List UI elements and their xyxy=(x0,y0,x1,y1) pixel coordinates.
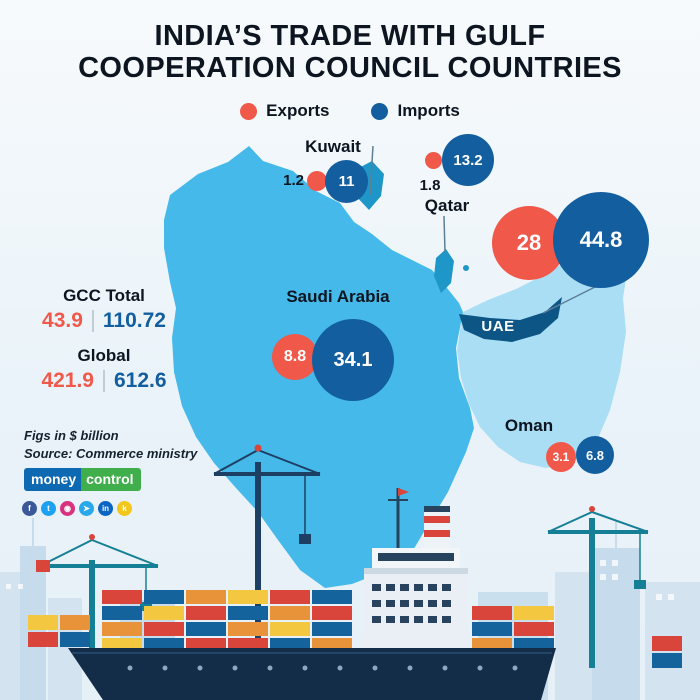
kuwait-imports-bubble: 11 xyxy=(325,160,368,203)
page-title-line1: INDIA’S TRADE WITH GULF xyxy=(154,20,546,52)
social-icons: f t ◉ ➤ in k xyxy=(22,501,132,516)
global-values: 421.9 612.6 xyxy=(15,369,193,393)
gcc-exports-value: 43.9 xyxy=(42,309,83,332)
divider xyxy=(91,310,94,332)
figs-note: Figs in $ billion xyxy=(24,428,119,443)
gcc-total-block: GCC Total 43.9 110.72 xyxy=(15,286,193,333)
global-label: Global xyxy=(77,346,131,365)
instagram-icon[interactable]: ◉ xyxy=(60,501,75,516)
page-title: INDIA’S TRADE WITH GULF COOPERATION COUN… xyxy=(0,20,700,85)
telegram-icon[interactable]: ➤ xyxy=(79,501,94,516)
oman-exports-bubble: 3.1 xyxy=(546,442,576,472)
legend-imports: Imports xyxy=(371,101,460,121)
gcc-total-values: 43.9 110.72 xyxy=(15,309,193,333)
arabian-peninsula-map xyxy=(164,146,628,588)
global-imports-value: 612.6 xyxy=(114,369,167,392)
port-crane-right-icon xyxy=(547,506,649,668)
saudi-arabia-label: Saudi Arabia xyxy=(286,287,390,306)
saudi-exports-bubble: 8.8 xyxy=(272,334,318,380)
moneycontrol-logo[interactable]: money control xyxy=(24,468,141,491)
oman-label: Oman xyxy=(504,416,554,435)
logo-money-segment: money xyxy=(24,468,82,491)
map-east-region xyxy=(457,241,628,468)
imports-legend-dot-icon xyxy=(371,102,389,120)
gcc-imports-value: 110.72 xyxy=(102,309,166,332)
global-block: Global 421.9 612.6 xyxy=(15,346,193,393)
dock-containers-right xyxy=(652,636,682,668)
kuwait-exports-value: 1.2 xyxy=(283,172,304,189)
exports-legend-dot-icon xyxy=(240,102,258,120)
dock-containers-left xyxy=(28,615,90,647)
qatar-imports-bubble: 13.2 xyxy=(442,134,494,186)
logo-control-segment: control xyxy=(81,468,141,491)
qatar-exports-bubble xyxy=(425,152,442,169)
qatar-exports-value: 1.8 xyxy=(419,177,441,194)
facebook-icon[interactable]: f xyxy=(22,501,37,516)
twitter-icon[interactable]: t xyxy=(41,501,56,516)
map-bahrain-island xyxy=(463,265,469,271)
ship-containers xyxy=(102,590,554,650)
oman-imports-bubble: 6.8 xyxy=(576,436,614,474)
legend-exports: Exports xyxy=(240,101,329,121)
cargo-ship-illustration xyxy=(68,488,556,700)
ship-hull xyxy=(68,648,556,700)
uae-label: UAE xyxy=(481,318,515,335)
pointer-lines xyxy=(369,145,596,314)
qatar-label: Qatar xyxy=(424,196,470,215)
global-exports-value: 421.9 xyxy=(41,369,94,392)
map-uae-region xyxy=(459,297,562,342)
kuwait-exports-bubble xyxy=(307,171,327,191)
koo-icon[interactable]: k xyxy=(117,501,132,516)
divider xyxy=(103,370,105,392)
imports-legend-label: Imports xyxy=(397,101,460,120)
chart-legend: Exports Imports xyxy=(0,101,700,121)
source-note: Source: Commerce ministry xyxy=(24,446,198,461)
map-qatar-region xyxy=(434,249,454,293)
page-title-line2: COOPERATION COUNCIL COUNTRIES xyxy=(78,52,622,85)
kuwait-label: Kuwait xyxy=(305,137,361,156)
gcc-total-label: GCC Total xyxy=(63,286,145,305)
saudi-imports-bubble: 34.1 xyxy=(312,319,394,401)
uae-imports-bubble: 44.8 xyxy=(553,192,649,288)
linkedin-icon[interactable]: in xyxy=(98,501,113,516)
exports-legend-label: Exports xyxy=(266,101,330,120)
